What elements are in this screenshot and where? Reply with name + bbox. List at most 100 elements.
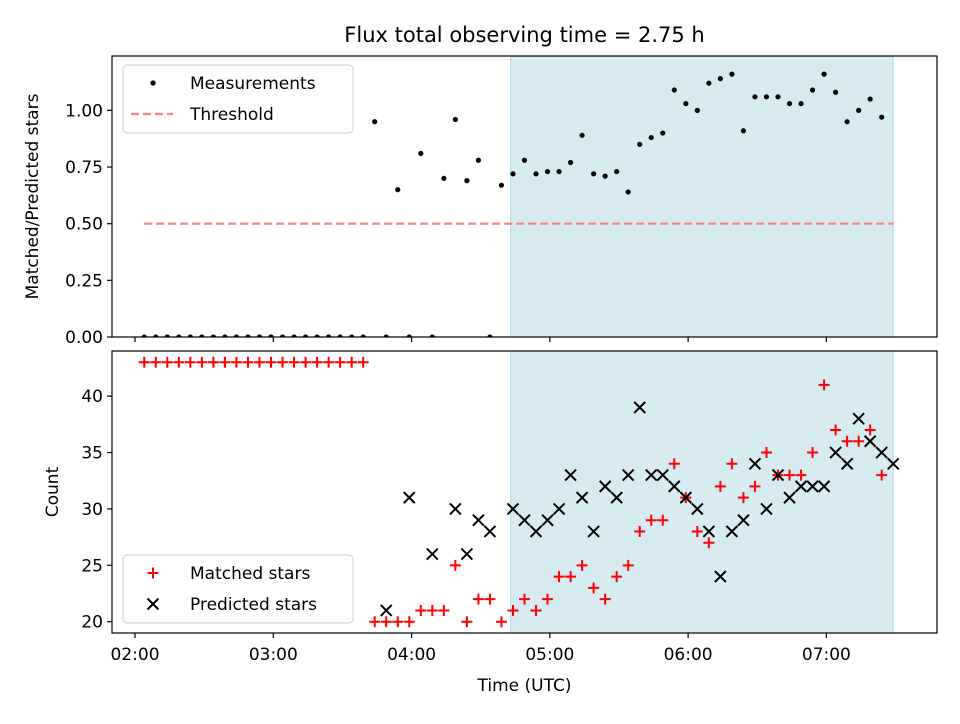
y-tick-label: 0.00 xyxy=(65,328,103,348)
matched-stars-point xyxy=(150,356,162,368)
measurements-point xyxy=(337,334,343,337)
matched-stars-point xyxy=(219,356,231,368)
measurements-point xyxy=(302,334,309,337)
matched-stars-point xyxy=(392,616,404,628)
measurements-point xyxy=(786,100,793,107)
measurements-point xyxy=(798,100,804,107)
x-tick-label: 02:00 xyxy=(111,645,160,665)
matched-stars-point xyxy=(737,492,749,504)
matched-stars-point xyxy=(760,447,772,459)
measurements-point xyxy=(452,116,458,123)
matched-stars-point xyxy=(726,458,738,470)
predicted-stars-point xyxy=(714,570,727,583)
measurements-point xyxy=(372,119,378,125)
matched-stars-point xyxy=(357,356,369,368)
measurements-point xyxy=(521,157,528,163)
series-group xyxy=(138,356,900,628)
x-tick-label: 05:00 xyxy=(525,645,574,665)
shaded-region xyxy=(510,350,894,634)
matched-stars-point xyxy=(864,424,876,436)
measurements-point xyxy=(291,334,297,337)
matched-stars-point xyxy=(403,616,415,628)
measurements-point xyxy=(579,132,585,138)
measurements-point xyxy=(602,173,608,179)
matched-stars-point xyxy=(588,582,600,594)
measurements-point xyxy=(429,334,435,337)
matched-stars-point xyxy=(714,480,726,492)
predicted-stars-point xyxy=(783,491,796,504)
measurements-point xyxy=(821,71,827,77)
matched-stars-point xyxy=(277,356,289,368)
matched-stars-point xyxy=(668,458,680,470)
matched-stars-point xyxy=(530,604,542,616)
y-tick-label: 40 xyxy=(81,387,103,407)
legend-box xyxy=(122,64,354,134)
matched-stars-point xyxy=(519,593,530,605)
predicted-stars-point xyxy=(668,480,681,493)
matched-stars-point xyxy=(380,616,392,628)
measurements-point xyxy=(418,150,424,157)
matched-stars-point xyxy=(207,356,219,368)
measurements-point xyxy=(879,114,885,120)
measurements-point xyxy=(395,187,401,193)
matched-stars-point xyxy=(542,593,554,605)
predicted-stars-point xyxy=(403,491,416,504)
x-tick-label: 06:00 xyxy=(664,645,713,665)
measurements-point xyxy=(383,334,389,337)
measurements-point xyxy=(694,107,700,113)
predicted-stars-point xyxy=(863,435,877,448)
matched-stars-point xyxy=(472,593,484,605)
matched-stars-point xyxy=(415,604,427,616)
measurements-point xyxy=(752,94,758,100)
matched-stars-point xyxy=(334,356,346,368)
measurements-point xyxy=(360,334,366,337)
legend-label: Predicted stars xyxy=(190,595,317,615)
matched-stars-point xyxy=(138,356,150,368)
matched-stars-point xyxy=(323,356,335,368)
y-tick-label: 25 xyxy=(81,556,103,576)
matched-stars-point xyxy=(300,356,312,368)
matched-stars-point xyxy=(288,356,300,368)
y-tick-label: 20 xyxy=(81,613,103,633)
matched-stars-point xyxy=(657,514,669,526)
predicted-stars-point xyxy=(679,491,693,504)
measurements-point xyxy=(349,334,355,337)
measurements-point xyxy=(406,334,412,337)
legend: Matched stars Predicted stars xyxy=(122,554,354,624)
axes-frame xyxy=(111,350,938,634)
matched-stars-point xyxy=(818,379,830,391)
matched-stars-point xyxy=(645,514,657,526)
matched-stars-point xyxy=(830,424,842,436)
matched-stars-point xyxy=(369,616,381,628)
legend-box xyxy=(122,554,354,624)
matched-stars-point xyxy=(807,447,819,459)
predicted-stars-point xyxy=(737,513,750,527)
matched-stars-point xyxy=(599,593,611,605)
matched-stars-point xyxy=(749,480,761,492)
y-tick-label: 0.25 xyxy=(65,271,103,291)
matched-stars-point xyxy=(311,356,323,368)
measurements-point xyxy=(844,119,850,125)
measurements-point xyxy=(809,87,816,93)
predicted-stars-point xyxy=(598,480,612,493)
matched-stars-point xyxy=(703,537,715,549)
predicted-stars-point xyxy=(840,457,854,471)
measurements-point xyxy=(210,334,216,337)
predicted-stars-point xyxy=(702,525,716,538)
predicted-stars-point xyxy=(460,547,474,561)
measurements-point xyxy=(233,334,240,337)
measurements-point xyxy=(706,80,712,86)
matched-stars-point xyxy=(611,571,623,583)
predicted-stars-point xyxy=(518,513,531,527)
measurements-point xyxy=(268,334,274,337)
matched-stars-point xyxy=(553,571,565,583)
y-axis-label: Matched/Predicted stars xyxy=(23,93,43,299)
predicted-stars-point xyxy=(575,491,589,504)
legend-matched-swatch xyxy=(147,567,159,579)
measurements-point xyxy=(775,94,781,100)
legend-label: Matched stars xyxy=(190,564,310,584)
measurements-point xyxy=(533,171,539,177)
measurements-point xyxy=(441,175,447,181)
predicted-stars-point xyxy=(829,446,842,459)
